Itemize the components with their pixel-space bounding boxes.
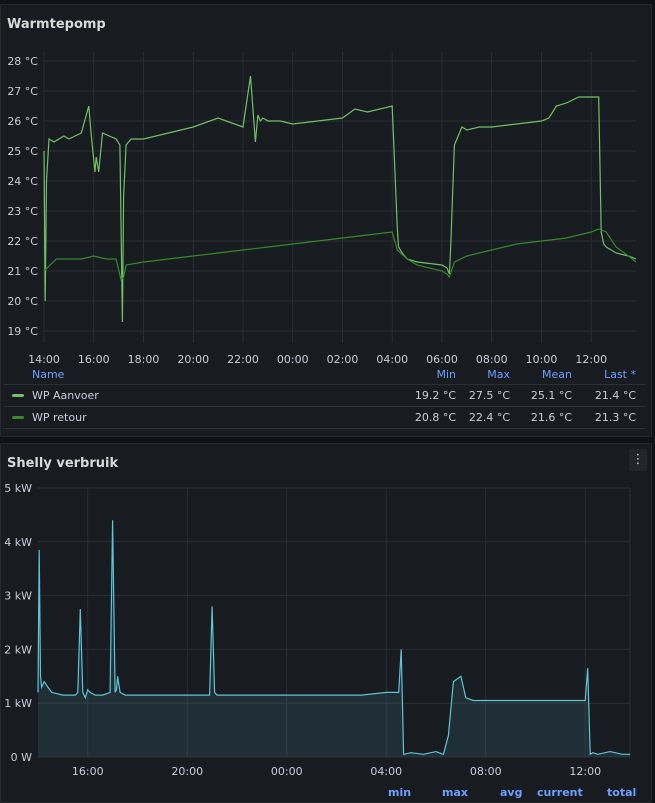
legend-header-min[interactable]: Min: [436, 368, 456, 381]
series-max: 22.4 °C: [468, 411, 510, 424]
x-tick-label: 02:00: [327, 353, 359, 366]
x-tick-label: 20:00: [171, 765, 203, 778]
legend-header-mean[interactable]: Mean: [542, 368, 572, 381]
panel-title[interactable]: Warmtepomp: [7, 17, 106, 32]
legend-header-max[interactable]: Max: [487, 368, 510, 381]
series-min: 19.2 °C: [414, 389, 456, 402]
y-tick-label: 22 °C: [7, 235, 38, 248]
series-last: 21.4 °C: [594, 389, 636, 402]
legend-avg[interactable]: avg: [500, 786, 523, 799]
y-tick-label: 27 °C: [7, 85, 38, 98]
y-tick-label: 2 kW: [4, 643, 32, 656]
legend-header: Name Min Max Mean Last *: [4, 368, 646, 385]
series-max: 27.5 °C: [468, 389, 510, 402]
series-line-wp-aanvoer: [43, 75, 637, 323]
panel-title[interactable]: Shelly verbruik: [7, 456, 119, 471]
y-tick-label: 28 °C: [7, 55, 38, 68]
series-line-wp-retour: [43, 228, 637, 282]
y-tick-label: 25 °C: [7, 145, 38, 158]
x-tick-label: 14:00: [28, 353, 60, 366]
x-tick-label: 00:00: [271, 765, 303, 778]
y-tick-label: 4 kW: [4, 536, 32, 549]
series-color-swatch: [12, 416, 24, 419]
warmtepomp-legend: Name Min Max Mean Last * WP Aanvoer 19.2…: [4, 368, 646, 429]
x-tick-label: 18:00: [128, 353, 160, 366]
legend-header-last[interactable]: Last *: [604, 368, 636, 381]
y-tick-label: 24 °C: [7, 175, 38, 188]
x-tick-label: 08:00: [476, 353, 508, 366]
y-tick-label: 5 kW: [4, 482, 32, 495]
x-tick-label: 16:00: [78, 353, 110, 366]
series-min: 20.8 °C: [414, 411, 456, 424]
panel-menu-icon[interactable]: ⋮: [629, 449, 647, 471]
legend-header-name[interactable]: Name: [32, 368, 65, 381]
legend-row-aanvoer[interactable]: WP Aanvoer 19.2 °C 27.5 °C 25.1 °C 21.4 …: [4, 385, 646, 407]
x-tick-label: 16:00: [72, 765, 104, 778]
y-tick-label: 23 °C: [7, 205, 38, 218]
series-last: 21.3 °C: [594, 411, 636, 424]
x-tick-label: 04:00: [376, 353, 408, 366]
x-tick-label: 20:00: [177, 353, 209, 366]
y-tick-label: 26 °C: [7, 115, 38, 128]
y-tick-label: 0 W: [11, 751, 32, 764]
x-tick-label: 22:00: [227, 353, 259, 366]
x-tick-label: 12:00: [575, 353, 607, 366]
series-mean: 21.6 °C: [530, 411, 572, 424]
legend-current[interactable]: current: [537, 786, 583, 799]
x-tick-label: 08:00: [470, 765, 502, 778]
x-tick-label: 06:00: [426, 353, 458, 366]
series-area-fill: [38, 520, 630, 757]
warmtepomp-chart[interactable]: 28 °C 27 °C 26 °C 25 °C 24 °C 23 °C 22 °C 21 °C…: [0, 0, 655, 440]
x-tick-label: 04:00: [370, 765, 402, 778]
y-tick-label: 19 °C: [7, 325, 38, 338]
legend-total[interactable]: total: [607, 786, 637, 799]
y-tick-label: 20 °C: [7, 295, 38, 308]
shelly-verbruik-panel: Shelly verbruik ⋮: [0, 443, 652, 803]
y-tick-label: 3 kW: [4, 590, 32, 603]
legend-min[interactable]: min: [388, 786, 412, 799]
legend-max[interactable]: max: [442, 786, 468, 799]
x-tick-label: 12:00: [569, 765, 601, 778]
series-line-shelly: [37, 520, 630, 756]
series-name[interactable]: WP retour: [32, 411, 87, 424]
shelly-verbruik-chart[interactable]: 5 kW 4 kW 3 kW 2 kW 1 kW 0 W 16:00 20:00 00:00 04…: [0, 443, 655, 783]
x-tick-label: 10:00: [526, 353, 558, 366]
warmtepomp-panel: Warmtepomp: [0, 4, 652, 437]
x-tick-label: 00:00: [277, 353, 309, 366]
series-mean: 25.1 °C: [530, 389, 572, 402]
legend-row-retour[interactable]: WP retour 20.8 °C 22.4 °C 21.6 °C 21.3 °…: [4, 407, 646, 429]
series-name[interactable]: WP Aanvoer: [32, 389, 99, 402]
y-tick-label: 1 kW: [4, 697, 32, 710]
y-tick-label: 21 °C: [7, 265, 38, 278]
series-color-swatch: [12, 394, 24, 397]
